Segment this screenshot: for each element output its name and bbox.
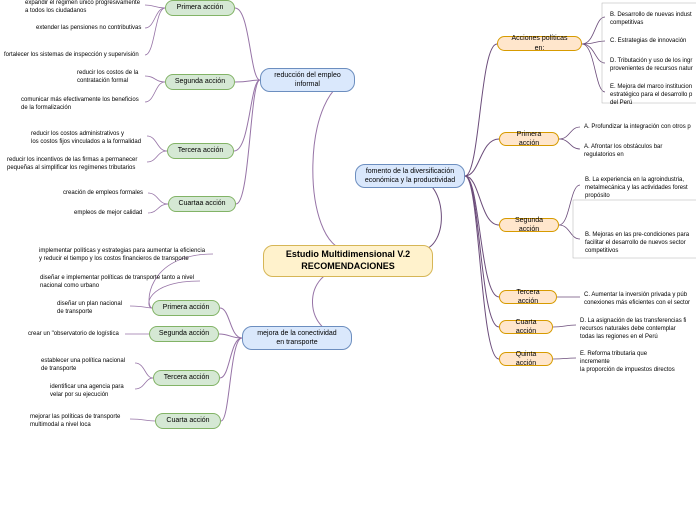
mindmap-leaf: reducir los incentivos de las firmas a p…	[7, 157, 137, 173]
mindmap-leaf: A. Profundizar la integración con otros …	[584, 124, 691, 132]
mindmap-leaf: establecer una política nacional de tran…	[41, 358, 125, 374]
mindmap-node[interactable]: Tercera acción	[499, 290, 557, 304]
mindmap-node[interactable]: Segunda acción	[165, 74, 235, 90]
mindmap-node[interactable]: Primera acción	[152, 300, 220, 316]
mindmap-leaf: implementar políticas y estrategias para…	[39, 248, 205, 264]
mindmap-node[interactable]: Primera acción	[499, 132, 559, 146]
mindmap-leaf: creación de empleos formales	[63, 190, 143, 198]
mindmap-leaf: B. Mejoras en las pre-condiciones para f…	[585, 232, 689, 255]
mindmap-leaf: E. Reforma tributaria que incremente la …	[580, 351, 675, 374]
mindmap-leaf: reducir los costos administrativos y los…	[31, 131, 141, 147]
mindmap-leaf: C. Aumentar la inversión privada y púb c…	[584, 292, 690, 308]
mindmap-node[interactable]: Cuartaa acción	[168, 196, 236, 212]
mindmap-leaf: D. Tributación y uso de los ingr proveni…	[610, 58, 693, 74]
mindmap-leaf: D. La asignación de las transferencias f…	[580, 318, 686, 341]
mindmap-node[interactable]: fomento de la diversificación económica …	[355, 164, 465, 188]
mindmap-leaf: E. Mejora del marco institucion estratég…	[610, 84, 692, 107]
mindmap-node[interactable]: Segunda acción	[499, 218, 559, 232]
mindmap-leaf: B. Desarrollo de nuevas indust competiti…	[610, 12, 692, 28]
mindmap-leaf: reducir los costos de la contratación fo…	[77, 70, 138, 86]
mindmap-leaf: crear un "observatorio de logística	[28, 331, 119, 339]
mindmap-leaf: comunicar más efectivamente los benefici…	[21, 97, 139, 113]
mindmap-leaf: diseñar e implementar políticas de trans…	[40, 275, 194, 291]
mindmap-node[interactable]: mejora de la conectividad en transporte	[242, 326, 352, 350]
mindmap-leaf: expandir el régimen único progresivament…	[25, 0, 140, 16]
mindmap-leaf: mejorar las políticas de transporte mult…	[30, 414, 120, 430]
mindmap-leaf: identificar una agencia para velar por s…	[50, 384, 124, 400]
mindmap-node[interactable]: Quinta acción	[499, 352, 553, 366]
mindmap-leaf: extender las pensiones no contributivas	[36, 25, 141, 33]
mindmap-leaf: empleos de mejor calidad	[74, 210, 142, 218]
mindmap-leaf: A. Afrontar los obstáculos bar regulator…	[584, 144, 662, 160]
mindmap-node[interactable]: Primera acción	[165, 0, 235, 16]
mindmap-node[interactable]: Tercera acción	[153, 370, 220, 386]
mindmap-leaf: B. La experiencia en la agroindustria, m…	[585, 177, 688, 200]
mindmap-node[interactable]: Cuarta acción	[499, 320, 553, 334]
mindmap-leaf: C. Estrategias de innovación	[610, 38, 686, 46]
mindmap-node[interactable]: Acciones políticas en:	[497, 36, 582, 51]
mindmap-node[interactable]: Estudio Multidimensional V.2 RECOMENDACI…	[263, 245, 433, 277]
mindmap-node[interactable]: Tercera acción	[167, 143, 234, 159]
mindmap-node[interactable]: Cuarta acción	[155, 413, 221, 429]
mindmap-node[interactable]: reducción del empleo informal	[260, 68, 355, 92]
mindmap-node[interactable]: Segunda acción	[149, 326, 219, 342]
mindmap-leaf: diseñar un plan nacional de transporte	[57, 301, 122, 317]
mindmap-leaf: fortalecer los sistemas de inspección y …	[4, 52, 139, 60]
